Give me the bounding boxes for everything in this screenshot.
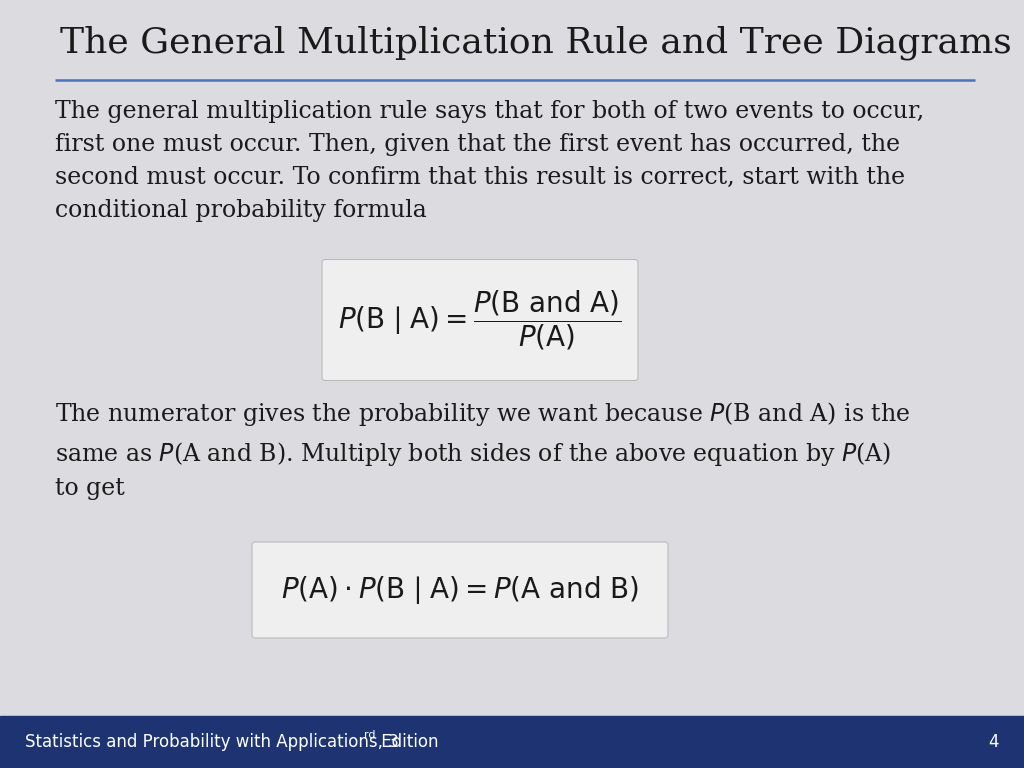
Text: The general multiplication rule says that for both of two events to occur,
first: The general multiplication rule says tha… (55, 100, 925, 222)
Text: rd: rd (364, 730, 376, 740)
Bar (0, 716, 1024, 768)
FancyBboxPatch shape (322, 260, 638, 380)
Text: The General Multiplication Rule and Tree Diagrams: The General Multiplication Rule and Tree… (60, 25, 1012, 59)
Text: 4: 4 (988, 733, 999, 751)
FancyBboxPatch shape (252, 542, 668, 638)
Text: Statistics and Probability with Applications, 3: Statistics and Probability with Applicat… (25, 733, 399, 751)
Text: $P(\mathrm{A}) \cdot P(\mathrm{B} \mid \mathrm{A}) = P(\mathrm{A\ and\ B})$: $P(\mathrm{A}) \cdot P(\mathrm{B} \mid \… (281, 574, 639, 606)
Text: The numerator gives the probability we want because $P$(B and A) is the
same as : The numerator gives the probability we w… (55, 400, 910, 501)
Text: Edition: Edition (376, 733, 438, 751)
Text: $P(\mathrm{B} \mid \mathrm{A}) = \dfrac{P(\mathrm{B\ and\ A})}{P(\mathrm{A})}$: $P(\mathrm{B} \mid \mathrm{A}) = \dfrac{… (338, 288, 622, 352)
